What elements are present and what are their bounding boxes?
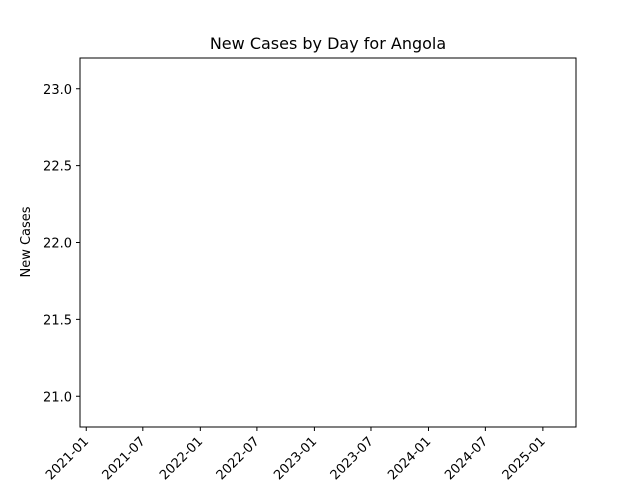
y-tick-label: 21.5 (43, 313, 72, 328)
y-axis-label: New Cases (19, 206, 34, 277)
y-tick-label: 23.0 (43, 83, 72, 98)
y-tick-label: 22.5 (43, 160, 72, 175)
chart-title: New Cases by Day for Angola (210, 34, 446, 53)
y-tick-label: 21.0 (43, 390, 72, 405)
y-tick-label: 22.0 (43, 237, 72, 252)
y-axis: 21.0 21.5 22.0 22.5 23.0 (43, 83, 80, 405)
